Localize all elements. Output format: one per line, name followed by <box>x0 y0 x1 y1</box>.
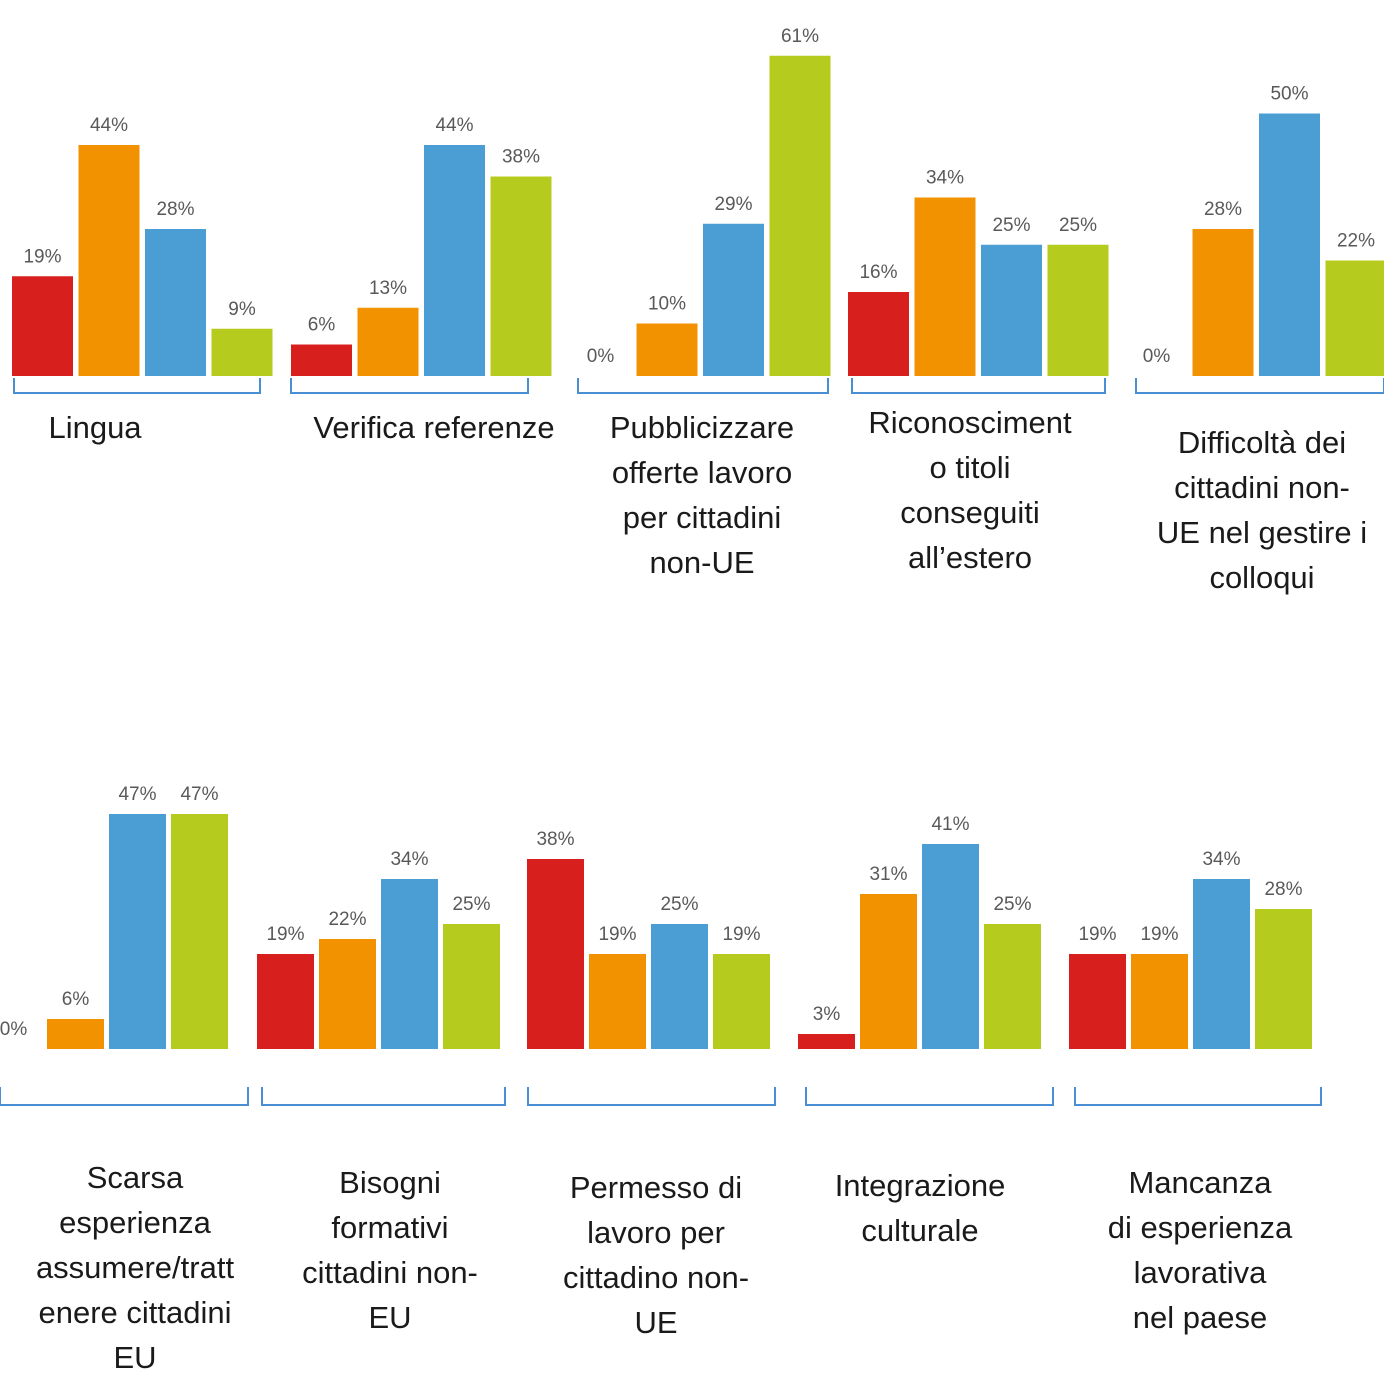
category-label: Bisogni formativi cittadini non- EU <box>280 1160 500 1340</box>
group-bracket <box>291 378 528 393</box>
category-label: Scarsa esperienza assumere/tratt enere c… <box>10 1155 260 1380</box>
data-label: 44% <box>90 115 128 136</box>
bar <box>291 345 352 377</box>
bar <box>915 198 976 377</box>
bar <box>212 329 273 376</box>
data-label: 44% <box>435 115 473 136</box>
data-label: 19% <box>23 246 61 267</box>
bar <box>770 56 831 376</box>
category-label: Permesso di lavoro per cittadino non- UE <box>540 1165 772 1345</box>
data-label: 25% <box>660 894 698 915</box>
data-label: 38% <box>536 829 574 850</box>
data-label: 3% <box>813 1004 841 1025</box>
data-label: 25% <box>993 894 1031 915</box>
data-label: 28% <box>156 199 194 220</box>
bar <box>1255 909 1312 1049</box>
bar <box>984 924 1041 1049</box>
bar <box>109 814 166 1049</box>
data-label: 6% <box>62 989 90 1010</box>
bar <box>1048 245 1109 376</box>
group-bracket <box>528 1087 775 1105</box>
data-label: 28% <box>1264 879 1302 900</box>
data-label: 16% <box>859 262 897 283</box>
group-bracket <box>14 378 260 393</box>
data-label: 25% <box>452 894 490 915</box>
data-label: 61% <box>781 26 819 47</box>
data-label: 50% <box>1270 84 1308 105</box>
group-bracket <box>0 1087 248 1105</box>
data-label: 22% <box>328 909 366 930</box>
category-label: Verifica referenze <box>294 405 574 450</box>
data-label: 29% <box>714 194 752 215</box>
bar <box>1259 114 1320 377</box>
data-label: 10% <box>648 294 686 315</box>
bar <box>381 879 438 1049</box>
data-label: 25% <box>1059 215 1097 236</box>
bar <box>589 954 646 1049</box>
category-label: Pubblicizzare offerte lavoro per cittadi… <box>582 405 822 585</box>
data-label: 22% <box>1337 231 1375 252</box>
bar <box>319 939 376 1049</box>
data-label: 34% <box>926 168 964 189</box>
bar <box>1193 229 1254 376</box>
data-label: 19% <box>1078 924 1116 945</box>
group-bracket <box>806 1087 1053 1105</box>
data-label: 19% <box>598 924 636 945</box>
bar <box>443 924 500 1049</box>
data-label: 13% <box>369 278 407 299</box>
bar <box>145 229 206 376</box>
group-bracket <box>578 378 828 393</box>
data-label: 34% <box>390 849 428 870</box>
group-bracket <box>262 1087 505 1105</box>
data-label: 34% <box>1202 849 1240 870</box>
bar <box>527 859 584 1049</box>
data-label: 41% <box>931 814 969 835</box>
bar <box>1131 954 1188 1049</box>
data-label: 28% <box>1204 199 1242 220</box>
bar <box>981 245 1042 376</box>
bar <box>257 954 314 1049</box>
bar <box>47 1019 104 1049</box>
data-label: 31% <box>869 864 907 885</box>
data-label: 19% <box>1140 924 1178 945</box>
bar <box>12 276 73 376</box>
group-bracket <box>1075 1087 1321 1105</box>
data-label: 19% <box>266 924 304 945</box>
data-label: 19% <box>722 924 760 945</box>
bar <box>171 814 228 1049</box>
bar <box>713 954 770 1049</box>
bar <box>703 224 764 376</box>
category-label: Riconosciment o titoli conseguiti all’es… <box>850 400 1090 580</box>
bar <box>798 1034 855 1049</box>
bar <box>358 308 419 376</box>
data-label: 0% <box>1143 346 1171 367</box>
data-label: 0% <box>0 1019 27 1040</box>
category-label: Lingua <box>10 405 180 450</box>
bar <box>1326 261 1384 377</box>
bar <box>424 145 485 376</box>
bar <box>79 145 140 376</box>
bar <box>637 324 698 377</box>
bar <box>1069 954 1126 1049</box>
data-label: 0% <box>587 346 615 367</box>
bar <box>491 177 552 377</box>
bar <box>1193 879 1250 1049</box>
category-label: Integrazione culturale <box>805 1163 1035 1253</box>
data-label: 38% <box>502 147 540 168</box>
group-bracket <box>852 378 1105 393</box>
data-label: 25% <box>992 215 1030 236</box>
data-label: 9% <box>228 299 256 320</box>
bar <box>860 894 917 1049</box>
data-label: 6% <box>308 315 336 336</box>
group-bracket <box>1136 378 1384 393</box>
data-label: 47% <box>118 784 156 805</box>
data-label: 47% <box>180 784 218 805</box>
category-label: Difficoltà dei cittadini non- UE nel ges… <box>1140 420 1384 600</box>
bar <box>848 292 909 376</box>
bar <box>922 844 979 1049</box>
bar <box>651 924 708 1049</box>
category-label: Mancanza di esperienza lavorativa nel pa… <box>1085 1160 1315 1340</box>
